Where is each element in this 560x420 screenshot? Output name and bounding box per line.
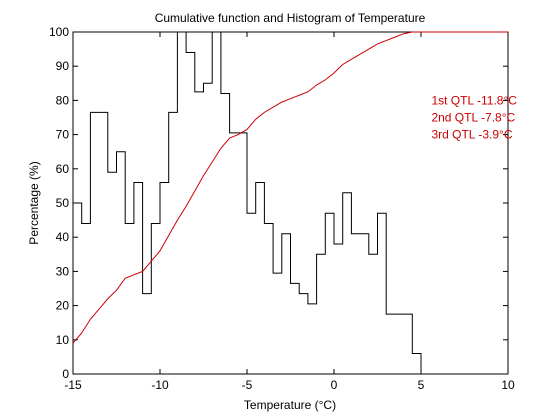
y-tick-label: 30 — [56, 264, 70, 278]
x-axis-label: Temperature (°C) — [244, 398, 336, 412]
x-tick-label: 10 — [501, 378, 515, 392]
x-tick-label: 5 — [418, 378, 425, 392]
histogram-series — [73, 31, 430, 375]
quantile-annotation: 1st QTL -11.8°C — [431, 93, 517, 107]
y-axis-label: Percentage (%) — [27, 161, 41, 244]
quantile-annotation: 3rd QTL -3.9°C — [431, 128, 512, 142]
cumulative-line — [72, 31, 508, 344]
y-tick-label: 50 — [56, 196, 70, 210]
y-tick-label: 70 — [56, 128, 70, 142]
cumulative-series — [72, 31, 508, 344]
x-tick-label: 0 — [331, 378, 338, 392]
y-tick-label: 100 — [49, 25, 69, 39]
x-tick-label: -5 — [242, 378, 253, 392]
y-tick-label: 40 — [56, 230, 70, 244]
y-tick-label: 0 — [62, 367, 69, 381]
x-tick-label: -10 — [151, 378, 169, 392]
y-tick-label: 60 — [56, 162, 70, 176]
histogram-step-line — [73, 31, 430, 375]
quantile-annotation: 2nd QTL -7.8°C — [431, 111, 515, 125]
y-tick-label: 80 — [56, 93, 70, 107]
quantile-annotations: 1st QTL -11.8°C 2nd QTL -7.8°C 3rd QTL -3.… — [431, 93, 517, 141]
chart-title: Cumulative function and Histogram of Tem… — [155, 11, 426, 25]
plot-area — [72, 31, 509, 375]
x-tick-label: -15 — [64, 378, 82, 392]
y-tick-label: 10 — [56, 333, 70, 347]
y-tick-label: 20 — [56, 299, 70, 313]
y-tick-label: 90 — [56, 59, 70, 73]
